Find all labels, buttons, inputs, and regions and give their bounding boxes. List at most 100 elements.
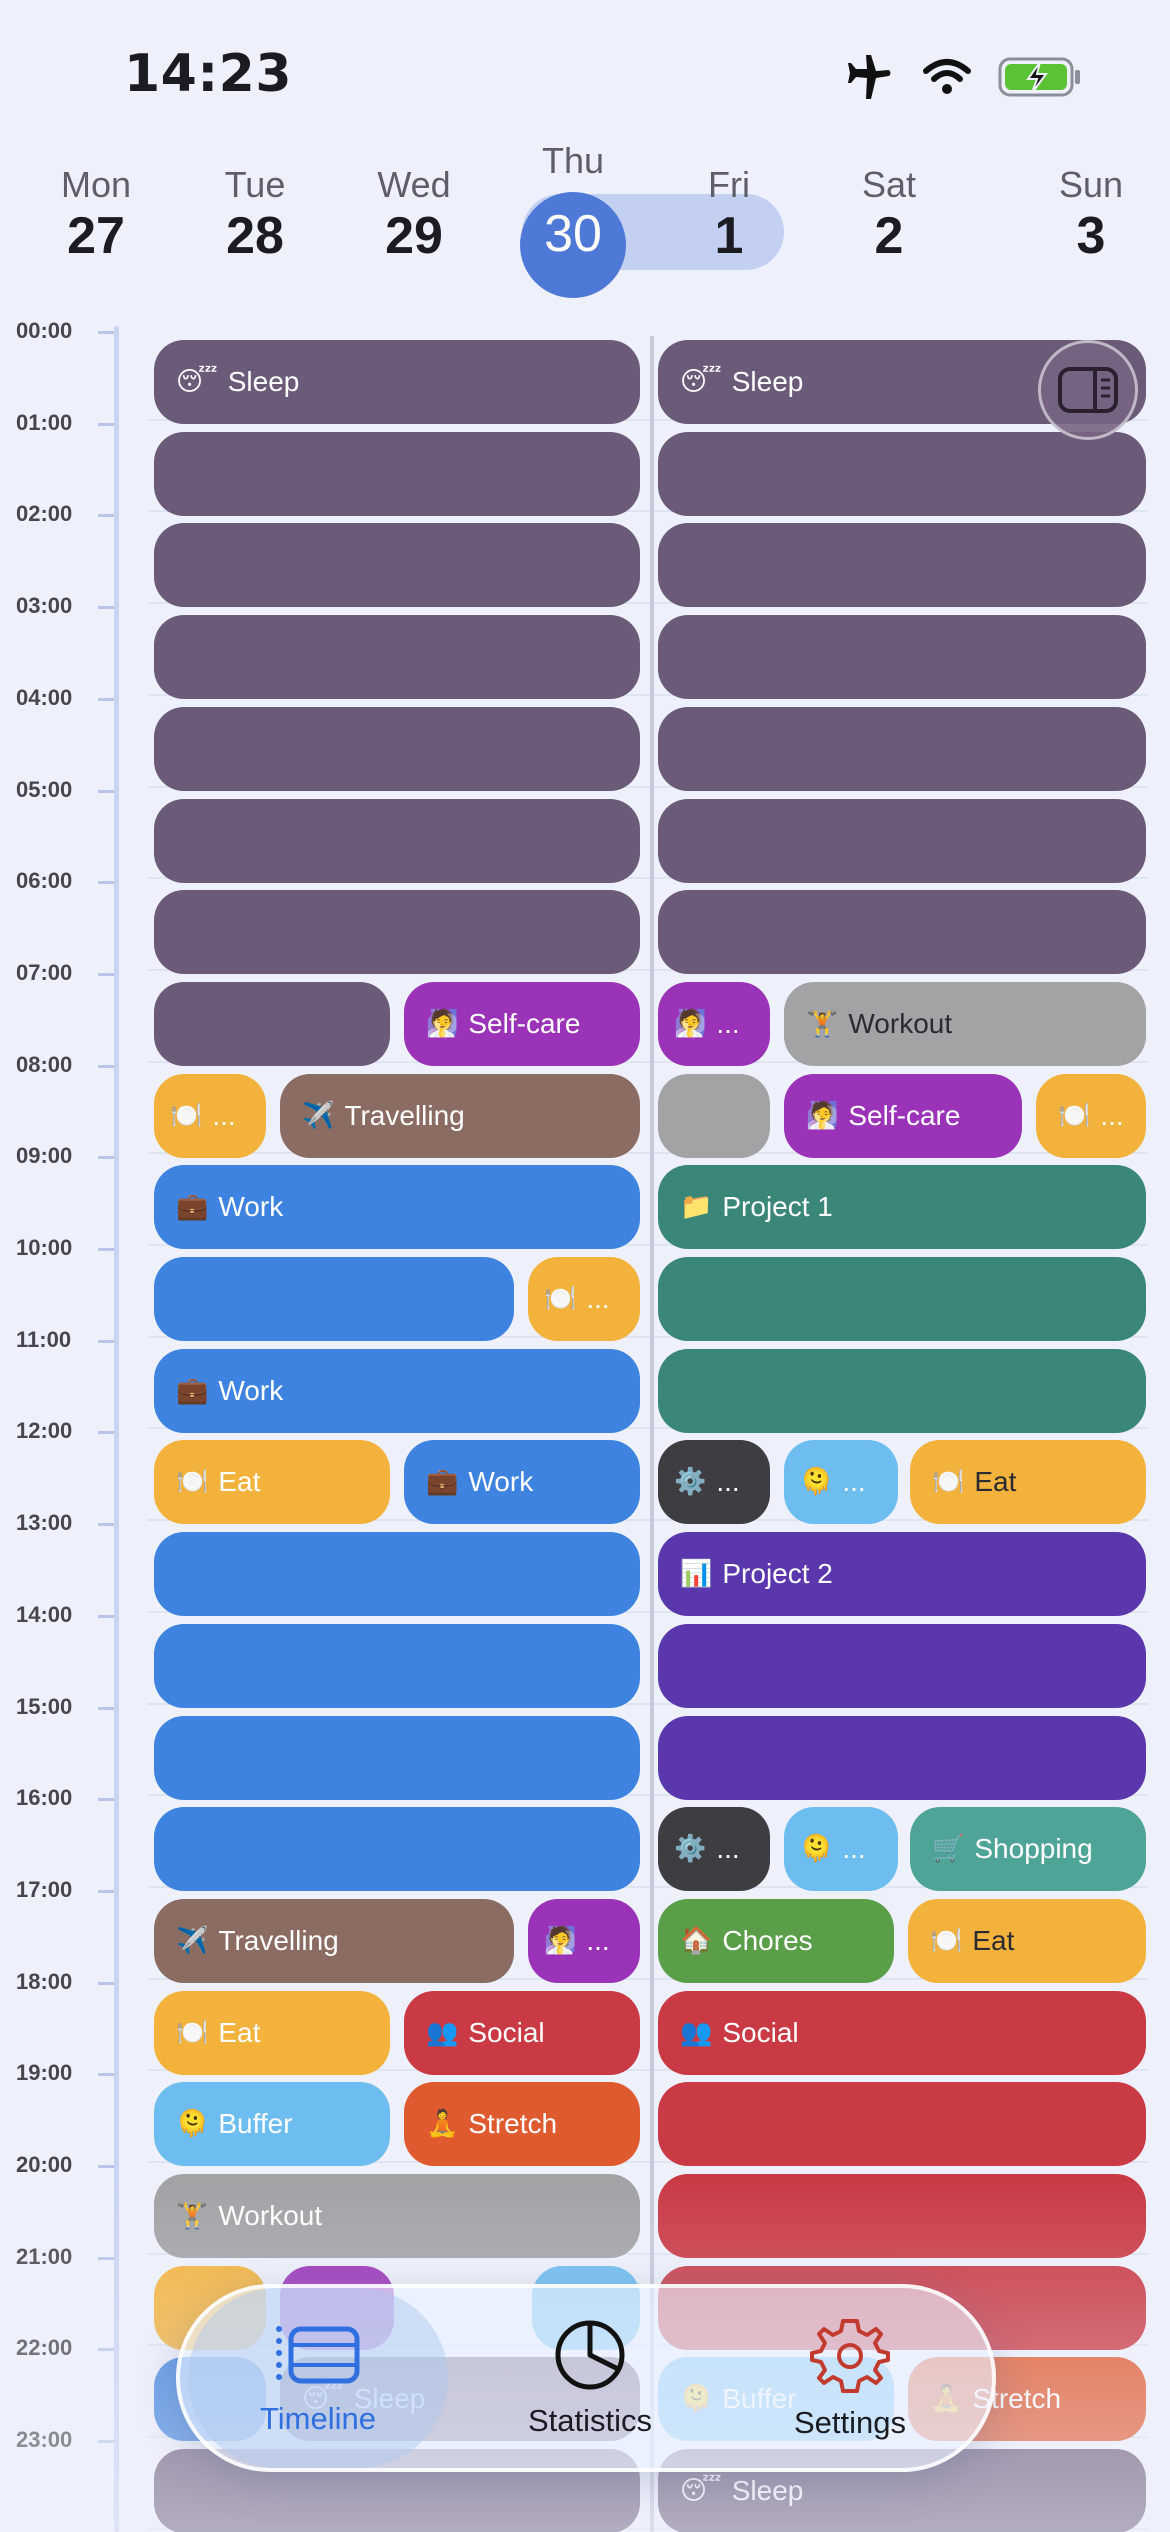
event-block-eat[interactable]: 🍽️... bbox=[1036, 1073, 1146, 1158]
event-label: Sleep bbox=[731, 2475, 804, 2507]
event-block-sleep[interactable] bbox=[658, 706, 1146, 791]
event-block-project2[interactable] bbox=[658, 1623, 1146, 1708]
event-block-buffer[interactable]: 🫠... bbox=[784, 1440, 898, 1525]
event-block-project2[interactable]: 📊 Project 2 bbox=[658, 1532, 1146, 1617]
event-block-eat[interactable]: 🍽️ Eat bbox=[154, 1440, 390, 1525]
hour-tick bbox=[98, 1064, 114, 1068]
event-block-project1[interactable]: 📁 Project 1 bbox=[658, 1165, 1146, 1250]
hour-label: 14:00 bbox=[16, 1601, 73, 1627]
day-sun[interactable]: Sun 3 bbox=[1021, 164, 1161, 266]
event-block-settings[interactable]: ⚙️... bbox=[658, 1807, 770, 1892]
event-block-travelling[interactable]: ✈️ Travelling bbox=[280, 1073, 640, 1158]
event-block-sleep[interactable] bbox=[658, 523, 1146, 608]
event-block-work[interactable] bbox=[154, 1807, 640, 1892]
event-block-workout[interactable] bbox=[658, 1073, 770, 1158]
event-label: Travelling bbox=[218, 1924, 339, 1956]
day-number: 29 bbox=[385, 207, 443, 265]
event-block-selfcare[interactable]: 🧖... bbox=[528, 1898, 640, 1983]
day-wed[interactable]: Wed 29 bbox=[344, 164, 484, 266]
event-block-buffer[interactable]: 🫠 Buffer bbox=[154, 2082, 390, 2167]
event-label: Workout bbox=[218, 2200, 323, 2231]
event-block-settings[interactable]: ⚙️... bbox=[658, 1440, 770, 1525]
event-block-project1[interactable] bbox=[658, 1257, 1146, 1341]
event-block-sleep[interactable] bbox=[154, 798, 640, 883]
event-block-social[interactable] bbox=[658, 2082, 1146, 2167]
day-sat[interactable]: Sat 2 bbox=[819, 164, 959, 266]
event-block-social[interactable]: 👥 Social bbox=[658, 1990, 1146, 2075]
event-block-social[interactable]: 👥 Social bbox=[404, 1990, 640, 2075]
event-block-sleep[interactable] bbox=[154, 431, 640, 516]
hour-tick bbox=[98, 789, 114, 793]
event-block-eat[interactable]: 🍽️... bbox=[528, 1257, 640, 1341]
hour-label: 21:00 bbox=[16, 2243, 73, 2269]
day-thu-selected[interactable]: Thu 30 bbox=[503, 140, 643, 300]
event-block-sleep[interactable] bbox=[154, 981, 390, 1066]
tab-settings[interactable]: Settings bbox=[720, 2288, 980, 2468]
event-block-eat[interactable]: 🍽️... bbox=[154, 1073, 266, 1158]
event-label: Eat bbox=[972, 1924, 1015, 1956]
tab-timeline[interactable]: Timeline bbox=[188, 2288, 448, 2468]
event-emoji-icon: 🍽️ bbox=[932, 1467, 965, 1498]
event-block-project1[interactable] bbox=[658, 1348, 1146, 1433]
event-block-selfcare[interactable]: 🧖... bbox=[658, 981, 770, 1066]
event-block-work[interactable] bbox=[154, 1623, 640, 1708]
event-block-chores[interactable]: 🏠 Chores bbox=[658, 1898, 894, 1983]
event-block-eat[interactable]: 🍽️ Eat bbox=[908, 1898, 1146, 1983]
event-block-workout[interactable]: 🏋️ Workout bbox=[154, 2174, 640, 2258]
event-emoji-icon: 😴 bbox=[680, 367, 722, 397]
event-emoji-icon: ⚙️ bbox=[674, 1834, 707, 1865]
event-block-eat[interactable]: 🍽️ Eat bbox=[154, 1990, 390, 2075]
event-block-work[interactable]: 💼 Work bbox=[154, 1348, 640, 1433]
day-name: Sat bbox=[861, 164, 917, 205]
event-block-sleep[interactable] bbox=[658, 431, 1146, 516]
event-block-work[interactable] bbox=[154, 1715, 640, 1800]
event-block-work[interactable]: 💼 Work bbox=[154, 1165, 640, 1250]
event-label: Buffer bbox=[218, 2108, 293, 2140]
event-block-sleep[interactable] bbox=[658, 615, 1146, 700]
event-block-selfcare[interactable]: 🧖 Self-care bbox=[404, 981, 640, 1066]
hour-label: 06:00 bbox=[16, 868, 73, 894]
event-block-stretch[interactable]: 🧘 Stretch bbox=[404, 2082, 640, 2167]
event-block-sleep[interactable] bbox=[658, 890, 1146, 975]
event-block-sleep[interactable] bbox=[154, 523, 640, 608]
hour-tick bbox=[98, 972, 114, 976]
hour-tick bbox=[98, 697, 114, 701]
day-name: Thu bbox=[541, 140, 605, 181]
tab-statistics[interactable]: Statistics bbox=[460, 2288, 720, 2468]
hour-tick bbox=[98, 1798, 114, 1802]
event-block-work[interactable] bbox=[154, 1257, 514, 1341]
event-block-work[interactable] bbox=[154, 1532, 640, 1617]
event-block-sleep[interactable] bbox=[154, 615, 640, 700]
day-tue[interactable]: Tue 28 bbox=[185, 164, 325, 266]
event-emoji-icon: 🧖 bbox=[806, 1100, 839, 1131]
event-block-sleep[interactable] bbox=[154, 890, 640, 975]
hour-label: 07:00 bbox=[16, 959, 73, 985]
event-label: ... bbox=[842, 1466, 866, 1498]
day-mon[interactable]: Mon 27 bbox=[26, 164, 166, 266]
event-emoji-icon: 🧘 bbox=[426, 2109, 459, 2140]
hour-gridline bbox=[148, 693, 1148, 696]
event-block-selfcare[interactable]: 🧖 Self-care bbox=[784, 1073, 1022, 1158]
hour-gridline bbox=[148, 1427, 1148, 1430]
status-icons bbox=[844, 52, 1082, 102]
event-label: ... bbox=[1100, 1099, 1124, 1131]
event-block-work[interactable]: 💼 Work bbox=[404, 1440, 640, 1525]
hour-tick bbox=[98, 1981, 114, 1985]
hour-tick bbox=[98, 1248, 114, 1251]
hour-gridline bbox=[148, 1885, 1148, 1888]
event-label: Workout bbox=[848, 1007, 953, 1039]
event-block-buffer[interactable]: 🫠... bbox=[784, 1807, 898, 1892]
event-block-workout[interactable]: 🏋️ Workout bbox=[784, 981, 1146, 1066]
event-block-travelling[interactable]: ✈️ Travelling bbox=[154, 1898, 514, 1983]
event-block-shopping[interactable]: 🛒 Shopping bbox=[910, 1807, 1146, 1892]
hour-tick bbox=[98, 422, 114, 426]
day-fri[interactable]: Fri 1 bbox=[659, 164, 799, 266]
event-block-sleep[interactable] bbox=[154, 706, 640, 791]
event-block-sleep[interactable]: 😴 Sleep bbox=[154, 340, 640, 424]
layout-toggle-button[interactable] bbox=[1038, 340, 1138, 440]
event-block-eat[interactable]: 🍽️ Eat bbox=[910, 1440, 1146, 1525]
event-block-project2[interactable] bbox=[658, 1715, 1146, 1800]
event-block-sleep[interactable] bbox=[658, 798, 1146, 883]
event-block-social[interactable] bbox=[658, 2174, 1146, 2258]
event-label: ... bbox=[716, 1007, 740, 1039]
